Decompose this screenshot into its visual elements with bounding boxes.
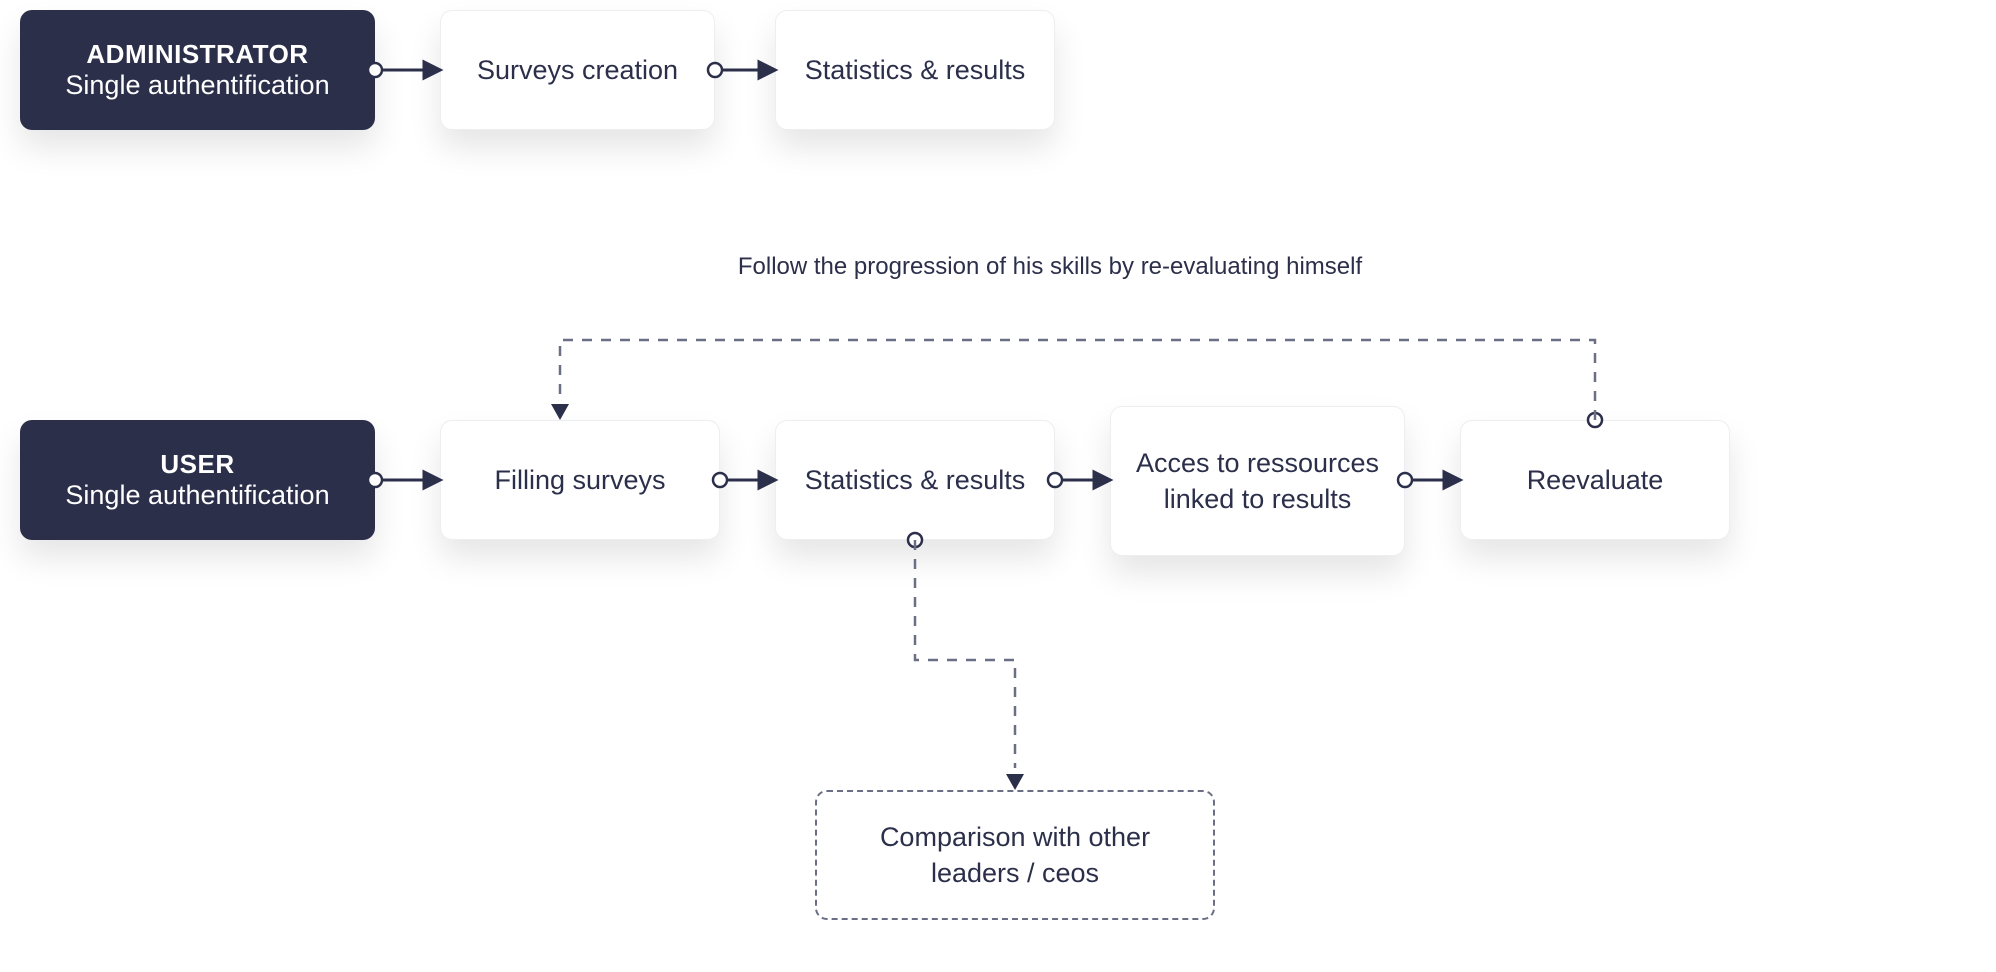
n-surveys-creation-label: Surveys creation: [459, 52, 696, 88]
n-filling-label: Filling surveys: [476, 462, 683, 498]
n-stats-results-top-label: Statistics & results: [787, 52, 1044, 88]
feedback-annotation: Follow the progression of his skills by …: [640, 250, 1460, 284]
n-comparison: Comparison with other leaders / ceos: [815, 790, 1215, 920]
n-stats-results-label: Statistics & results: [787, 462, 1044, 498]
n-resources-label: Acces to ressources linked to results: [1111, 445, 1404, 518]
n-user-subtitle: Single authentification: [65, 480, 329, 511]
n-user-title: USER: [160, 449, 234, 480]
n-stats-results: Statistics & results: [775, 420, 1055, 540]
dashed-d-feedback: [560, 340, 1595, 420]
n-comparison-label: Comparison with other leaders / ceos: [817, 819, 1213, 892]
n-stats-results-top: Statistics & results: [775, 10, 1055, 130]
flowchart-stage: ADMINISTRATORSingle authentificationSurv…: [0, 0, 1996, 972]
n-filling: Filling surveys: [440, 420, 720, 540]
n-reevaluate: Reevaluate: [1460, 420, 1730, 540]
n-surveys-creation: Surveys creation: [440, 10, 715, 130]
n-admin: ADMINISTRATORSingle authentification: [20, 10, 375, 130]
n-resources: Acces to ressources linked to results: [1110, 406, 1405, 556]
n-admin-subtitle: Single authentification: [65, 70, 329, 101]
n-user: USERSingle authentification: [20, 420, 375, 540]
n-admin-title: ADMINISTRATOR: [86, 39, 308, 70]
dashed-d-compare: [915, 540, 1015, 768]
n-reevaluate-label: Reevaluate: [1509, 462, 1682, 498]
